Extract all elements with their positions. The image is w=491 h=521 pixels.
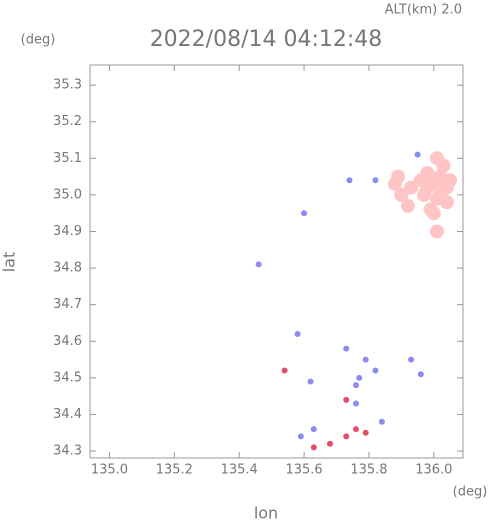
- y-tick-label: 34.9: [53, 224, 82, 239]
- echo-point: [352, 382, 359, 389]
- y-tick-label: 35.2: [53, 114, 82, 129]
- echo-point: [413, 173, 428, 188]
- echo-point: [408, 356, 415, 363]
- x-axis-label: lon: [254, 504, 278, 521]
- echo-point: [430, 151, 445, 166]
- x-tick-label: 136.0: [415, 463, 452, 478]
- x-tick-label: 135.6: [285, 463, 322, 478]
- echo-point: [417, 371, 424, 378]
- echo-point: [310, 444, 317, 451]
- x-tick-label: 135.0: [91, 463, 128, 478]
- echo-point: [378, 418, 385, 425]
- echo-point: [352, 400, 359, 407]
- y-tick-label: 35.1: [53, 151, 82, 166]
- echo-point: [343, 433, 350, 440]
- echo-point: [310, 426, 317, 433]
- y-unit: (deg): [21, 33, 56, 48]
- echo-point: [346, 177, 353, 184]
- echo-point: [372, 367, 379, 374]
- y-tick-label: 35.0: [53, 187, 82, 202]
- echo-point: [394, 187, 409, 202]
- echo-point: [439, 195, 454, 210]
- y-tick-label: 34.6: [53, 334, 82, 349]
- x-tick-label: 135.2: [156, 463, 193, 478]
- echo-point: [327, 440, 334, 447]
- echo-point: [362, 429, 369, 436]
- chart-subtitle: ALT(km) 2.0: [385, 3, 462, 18]
- x-unit: (deg): [453, 485, 488, 500]
- echo-point: [356, 374, 363, 381]
- y-tick-label: 34.5: [53, 370, 82, 385]
- echo-point: [301, 210, 308, 217]
- plot-frame: [89, 64, 464, 459]
- echo-point: [391, 169, 406, 184]
- echo-point: [414, 151, 421, 158]
- echo-point: [281, 367, 288, 374]
- x-tick-label: 135.4: [221, 463, 258, 478]
- y-tick-label: 34.3: [53, 444, 82, 459]
- echo-point: [430, 224, 445, 239]
- chart-title: 2022/08/14 04:12:48: [150, 27, 383, 52]
- echo-point: [343, 345, 350, 352]
- echo-point: [362, 356, 369, 363]
- y-tick-label: 34.4: [53, 407, 82, 422]
- echo-point: [372, 177, 379, 184]
- y-tick-label: 34.8: [53, 261, 82, 276]
- y-tick-label: 35.3: [53, 78, 82, 93]
- echo-point: [343, 396, 350, 403]
- echo-point: [443, 173, 458, 188]
- echo-point: [294, 330, 301, 337]
- echo-point: [426, 206, 441, 221]
- echo-point: [352, 426, 359, 433]
- echo-point: [297, 433, 304, 440]
- y-tick-label: 34.7: [53, 297, 82, 312]
- echo-point: [255, 261, 262, 268]
- echo-point: [307, 378, 314, 385]
- x-tick-label: 135.8: [350, 463, 387, 478]
- echo-point: [400, 198, 415, 213]
- echo-point: [404, 180, 419, 195]
- y-axis-label: lat: [0, 252, 19, 273]
